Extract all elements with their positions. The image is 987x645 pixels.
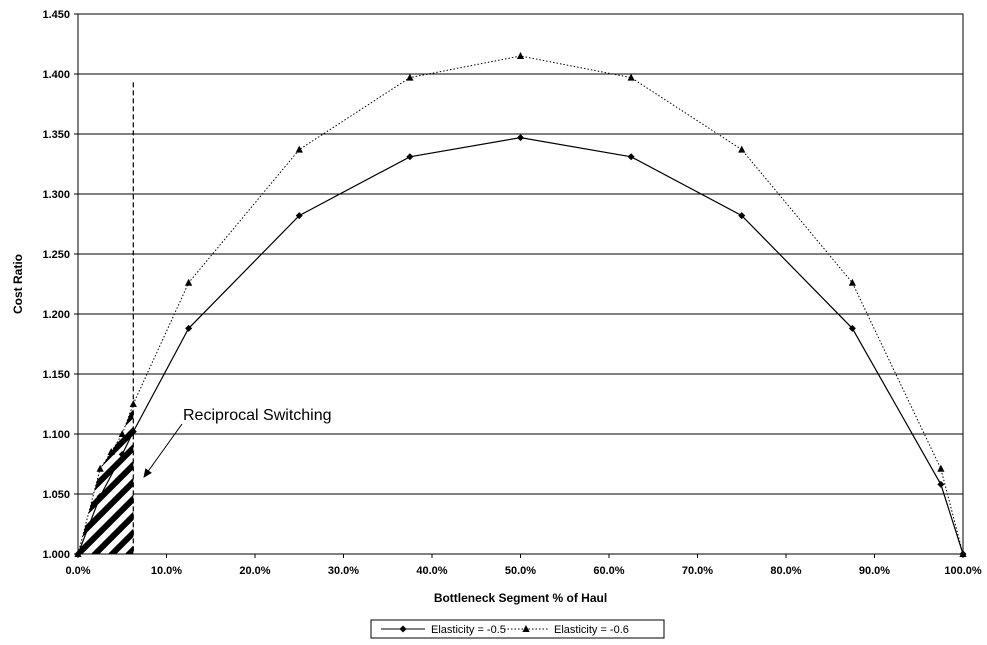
series-lines — [74, 52, 967, 558]
y-tick-label: 1.000 — [42, 549, 70, 561]
annotation-arrow — [143, 423, 183, 478]
y-tick-label: 1.300 — [42, 189, 70, 201]
legend-box — [370, 619, 665, 639]
horizontal-gridlines — [78, 13, 963, 555]
legend-label-2: Elasticity = -0.6 — [554, 624, 629, 636]
y-tick-label: 1.100 — [42, 429, 70, 441]
annotation-reciprocal-switching: Reciprocal Switching — [183, 407, 332, 424]
y-tick-label: 1.200 — [42, 309, 70, 321]
x-tick-label: 90.0% — [859, 565, 890, 577]
data-point-diamond — [185, 324, 193, 332]
data-point-diamond — [406, 153, 414, 161]
data-point-triangle — [295, 145, 303, 153]
x-tick-label: 40.0% — [416, 565, 447, 577]
y-tick-label: 1.050 — [42, 489, 70, 501]
x-tick-label: 30.0% — [328, 565, 359, 577]
y-axis-title: Cost Ratio — [11, 254, 25, 314]
x-tick-label: 10.0% — [151, 565, 182, 577]
x-tick-label: 20.0% — [239, 565, 270, 577]
data-point-diamond — [96, 492, 104, 500]
x-tick-label: 60.0% — [593, 565, 624, 577]
y-axis-tick-labels: 1.000 1.050 1.100 1.150 1.200 1.250 1.300 1.350… — [42, 9, 78, 561]
y-tick-label: 1.150 — [42, 369, 70, 381]
x-axis-title: Bottleneck Segment % of Haul — [434, 591, 607, 605]
data-point-diamond — [118, 450, 126, 458]
x-tick-label: 50.0% — [505, 565, 536, 577]
x-axis-tick-labels: 0.0% 10.0% 20.0% 30.0% 40.0% 50.0% 60.0% 70.0% 8… — [65, 554, 982, 577]
data-point-triangle — [185, 278, 193, 286]
data-point-triangle — [516, 52, 525, 59]
data-point-diamond — [937, 480, 945, 488]
data-point-triangle — [738, 145, 746, 153]
plot-area-frame — [77, 13, 964, 555]
legend-marker-triangle — [522, 625, 530, 632]
data-point-diamond — [517, 134, 524, 142]
series-line-1 — [77, 136, 964, 555]
legend-marker-diamond — [399, 625, 407, 633]
data-point-triangle — [406, 73, 414, 81]
data-point-diamond — [129, 428, 137, 436]
y-tick-label: 1.250 — [42, 249, 70, 261]
data-point-triangle — [118, 430, 126, 437]
data-point-diamond — [738, 212, 746, 220]
x-tick-label: 100.0% — [944, 565, 982, 577]
data-point-triangle — [96, 464, 104, 472]
data-point-triangle — [627, 73, 635, 81]
data-point-diamond — [627, 153, 635, 161]
y-tick-label: 1.450 — [42, 9, 70, 21]
legend: Elasticity = -0.5 Elasticity = -0.6 — [370, 619, 665, 639]
x-tick-label: 0.0% — [65, 565, 90, 577]
data-point-triangle — [107, 448, 115, 455]
x-tick-label: 80.0% — [770, 565, 801, 577]
data-point-triangle — [937, 464, 945, 472]
y-tick-label: 1.350 — [42, 129, 70, 141]
data-point-diamond — [295, 212, 303, 220]
y-tick-label: 1.400 — [42, 69, 70, 81]
data-point-triangle — [848, 278, 856, 286]
legend-label-1: Elasticity = -0.5 — [431, 624, 506, 636]
x-tick-label: 70.0% — [682, 565, 713, 577]
data-point-diamond — [848, 324, 856, 332]
